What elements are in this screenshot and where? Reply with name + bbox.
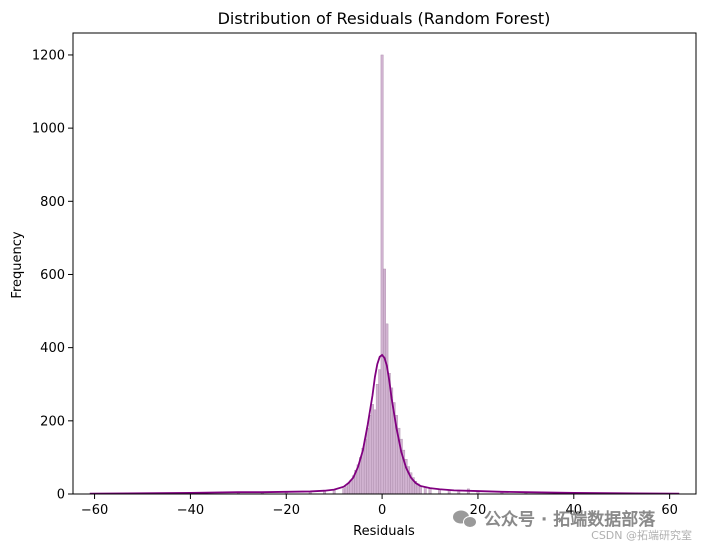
x-tick-label-20: 20 <box>470 503 487 518</box>
histogram-bar-33 <box>423 487 427 495</box>
histogram-bar-2 <box>347 483 350 495</box>
histogram-bar-34 <box>428 488 432 495</box>
kde-line <box>89 353 680 495</box>
histogram-bar-13 <box>373 409 377 495</box>
histogram-bar-0 <box>342 488 346 495</box>
y-tick-label-1000: 1000 <box>32 122 65 137</box>
histogram-bar-12 <box>371 404 374 495</box>
histogram-bar-15 <box>378 369 382 495</box>
x-tick-label-40: 40 <box>566 503 583 518</box>
y-tick-label-200: 200 <box>40 414 65 429</box>
wechat-icon <box>453 510 477 528</box>
histogram-bar-16 <box>380 54 384 495</box>
histogram-bar-35 <box>438 489 442 495</box>
histogram-bar-42 <box>332 490 336 495</box>
x-axis-label: Residuals <box>353 524 415 539</box>
histogram-bar-18 <box>385 323 389 495</box>
x-tick-label-0: 0 <box>378 503 386 518</box>
histogram-bar-14 <box>375 384 379 495</box>
x-tick-label--40: −40 <box>177 503 204 518</box>
y-tick-label-400: 400 <box>40 341 65 356</box>
y-tick-label-800: 800 <box>40 195 65 210</box>
y-tick-label-0: 0 <box>57 488 65 503</box>
y-tick-label-1200: 1200 <box>32 48 65 63</box>
y-tick-label-600: 600 <box>40 268 65 283</box>
histogram-bar-32 <box>419 485 422 495</box>
y-axis-label: Frequency <box>10 231 25 298</box>
histogram-bar-11 <box>368 415 372 495</box>
chart-title: Distribution of Residuals (Random Forest… <box>218 9 551 28</box>
x-tick-label--60: −60 <box>81 503 108 518</box>
x-tick-label--20: −20 <box>273 503 300 518</box>
histogram-bar-17 <box>383 268 386 495</box>
histogram-bar-1 <box>344 486 348 495</box>
histogram-bar-10 <box>366 427 370 495</box>
watermark-main-text: 公众号 · 拓端数据部落 <box>484 509 656 530</box>
plot-frame <box>72 32 697 495</box>
watermark: 公众号 · 拓端数据部落 CSDN @拓端研究室 <box>453 509 692 542</box>
histogram-bar-9 <box>363 438 367 495</box>
x-tick-label-60: 60 <box>661 503 678 518</box>
watermark-sub-text: CSDN @拓端研究室 <box>591 528 692 542</box>
